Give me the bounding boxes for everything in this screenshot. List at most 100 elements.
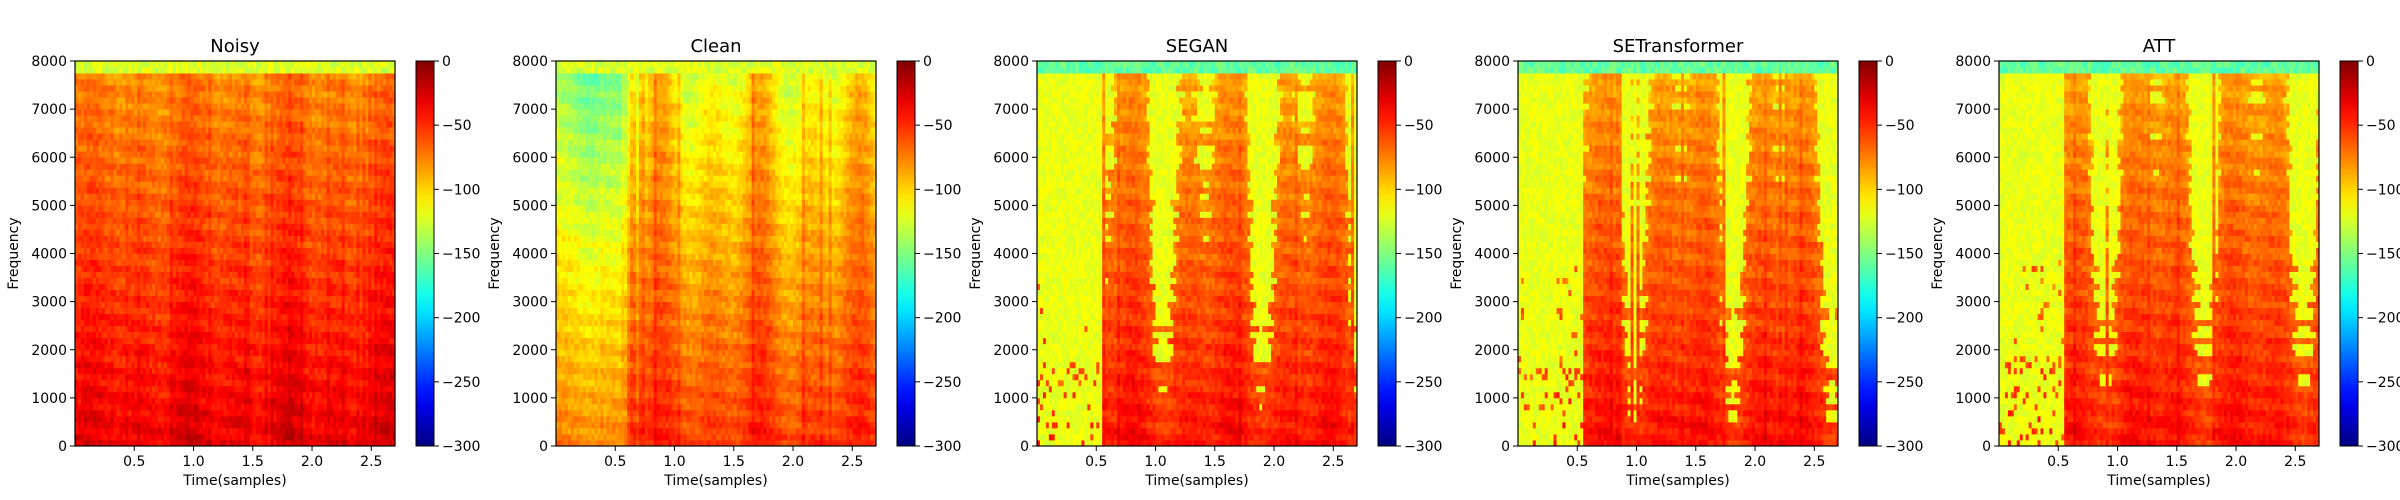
y-tick-label: 6000 — [1955, 150, 1991, 166]
colorbar-tick-label: −200 — [923, 311, 961, 327]
y-tick-label: 7000 — [31, 102, 67, 118]
y-tick-label: 2000 — [1955, 343, 1991, 359]
x-tick-label: 1.5 — [723, 454, 745, 470]
y-tick-label: 6000 — [31, 150, 67, 166]
x-tick-label: 2.0 — [2225, 454, 2247, 470]
panel-title: SEGAN — [1166, 36, 1229, 57]
y-tick-label: 8000 — [512, 54, 548, 70]
colorbar-tick-label: −250 — [1885, 375, 1923, 391]
x-tick-label: 2.0 — [1263, 454, 1285, 470]
x-axis-label: Time(samples) — [663, 473, 767, 489]
y-axis-label: Frequency — [968, 217, 984, 289]
x-axis-label: Time(samples) — [2106, 473, 2210, 489]
spectrogram-image — [75, 61, 396, 447]
colorbar-tick-label: −100 — [2366, 182, 2400, 198]
x-tick-label: 2.5 — [1803, 454, 1825, 470]
colorbar-tick-label: −200 — [1404, 311, 1442, 327]
panel-title: SETransformer — [1613, 36, 1744, 57]
y-tick-label: 5000 — [1474, 198, 1510, 214]
colorbar-tick-label: −200 — [442, 311, 480, 327]
colorbar-tick-label: −150 — [2366, 247, 2400, 263]
colorbar: 0 −50 −100 −150 −200 −250 −300 — [896, 54, 961, 455]
y-tick-label: 0 — [1020, 439, 1029, 455]
y-tick-label: 2000 — [512, 343, 548, 359]
y-tick-label: 0 — [58, 439, 67, 455]
colorbar-tick-label: −50 — [442, 118, 472, 134]
colorbar-tick-label: −150 — [1404, 247, 1442, 263]
colorbar-tick-label: −100 — [1885, 182, 1923, 198]
x-tick-label: 2.5 — [1322, 454, 1344, 470]
colorbar-gradient — [1377, 60, 1397, 447]
spectrogram-panel: SEGAN 0 1000 2000 3000 4000 5000 6000 7000 8000 0.… — [968, 36, 1442, 489]
colorbar-tick-label: 0 — [442, 54, 451, 70]
y-tick-label: 1000 — [1474, 391, 1510, 407]
colorbar: 0 −50 −100 −150 −200 −250 −300 — [415, 54, 480, 455]
y-tick-label: 6000 — [993, 150, 1029, 166]
spectrogram-image — [556, 61, 877, 447]
y-tick-label: 2000 — [1474, 343, 1510, 359]
y-tick-label: 8000 — [993, 54, 1029, 70]
y-tick-label: 1000 — [1955, 391, 1991, 407]
colorbar-tick-label: −200 — [1885, 311, 1923, 327]
y-tick-label: 4000 — [1955, 247, 1991, 263]
y-tick-label: 3000 — [1955, 295, 1991, 311]
colorbar-tick-label: 0 — [1885, 54, 1894, 70]
x-tick-label: 1.5 — [242, 454, 264, 470]
panel-title: Clean — [690, 36, 741, 57]
y-tick-label: 4000 — [31, 247, 67, 263]
x-tick-label: 1.5 — [1685, 454, 1707, 470]
x-tick-label: 0.5 — [123, 454, 145, 470]
x-tick-label: 1.5 — [1204, 454, 1226, 470]
y-tick-label: 0 — [1501, 439, 1510, 455]
y-axis-label: Frequency — [6, 217, 22, 289]
x-tick-label: 0.5 — [604, 454, 626, 470]
colorbar-tick-label: −50 — [2366, 118, 2396, 134]
colorbar-tick-label: −150 — [442, 247, 480, 263]
colorbar: 0 −50 −100 −150 −200 −250 −300 — [1858, 54, 1923, 455]
x-tick-label: 1.5 — [2166, 454, 2188, 470]
x-tick-label: 2.5 — [360, 454, 382, 470]
y-tick-label: 8000 — [1955, 54, 1991, 70]
colorbar-tick-label: −300 — [2366, 439, 2400, 455]
y-tick-label: 0 — [1982, 439, 1991, 455]
x-tick-label: 1.0 — [1144, 454, 1166, 470]
x-tick-label: 0.5 — [2047, 454, 2069, 470]
colorbar-tick-label: −100 — [1404, 182, 1442, 198]
y-tick-label: 8000 — [31, 54, 67, 70]
y-tick-label: 3000 — [31, 295, 67, 311]
colorbar: 0 −50 −100 −150 −200 −250 −300 — [1377, 54, 1442, 455]
colorbar-tick-label: −250 — [2366, 375, 2400, 391]
x-tick-label: 2.0 — [782, 454, 804, 470]
colorbar-tick-label: −50 — [1885, 118, 1915, 134]
y-tick-label: 7000 — [993, 102, 1029, 118]
colorbar-tick-label: −50 — [923, 118, 953, 134]
y-tick-label: 4000 — [993, 247, 1029, 263]
colorbar-gradient — [896, 60, 916, 447]
colorbar-tick-label: −100 — [923, 182, 961, 198]
x-tick-label: 1.0 — [1625, 454, 1647, 470]
y-tick-label: 5000 — [512, 198, 548, 214]
colorbar-gradient — [1858, 60, 1878, 447]
colorbar-tick-label: −250 — [442, 375, 480, 391]
y-tick-label: 1000 — [31, 391, 67, 407]
spectrogram-panel: Clean 0 1000 2000 3000 4000 5000 6000 7000 8000 0.… — [487, 36, 961, 489]
y-tick-label: 6000 — [512, 150, 548, 166]
y-tick-label: 6000 — [1474, 150, 1510, 166]
y-axis-label: Frequency — [1930, 217, 1946, 289]
y-tick-label: 5000 — [31, 198, 67, 214]
colorbar-tick-label: −200 — [2366, 311, 2400, 327]
x-tick-label: 2.0 — [301, 454, 323, 470]
x-tick-label: 1.0 — [663, 454, 685, 470]
y-tick-label: 2000 — [31, 343, 67, 359]
colorbar-gradient — [415, 60, 435, 447]
x-axis-label: Time(samples) — [1625, 473, 1729, 489]
y-tick-label: 2000 — [993, 343, 1029, 359]
colorbar-tick-label: −150 — [923, 247, 961, 263]
y-tick-label: 0 — [539, 439, 548, 455]
y-axis-label: Frequency — [1449, 217, 1465, 289]
x-axis-label: Time(samples) — [182, 473, 286, 489]
colorbar-tick-label: −300 — [923, 439, 961, 455]
panel-title: ATT — [2143, 36, 2177, 57]
colorbar-tick-label: −300 — [442, 439, 480, 455]
